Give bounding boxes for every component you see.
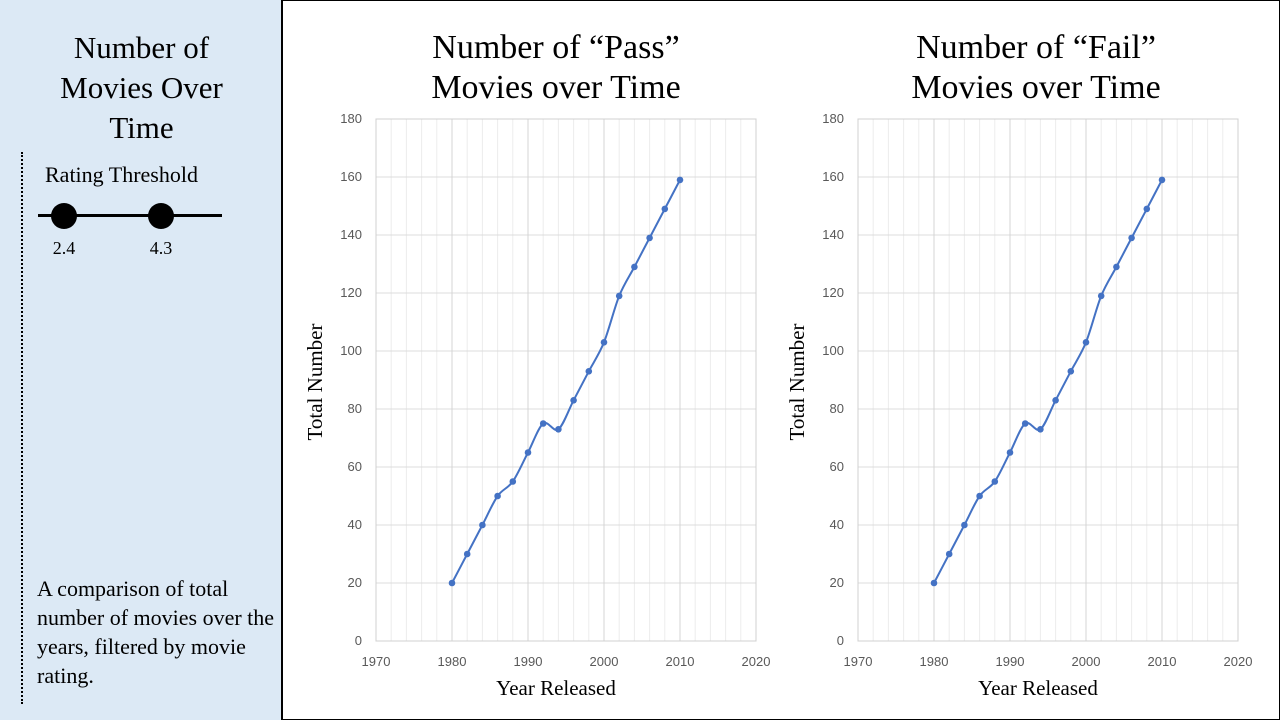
- pass-y-tick-label: 80: [348, 401, 362, 416]
- rating-slider-low-handle[interactable]: [51, 203, 77, 229]
- sidebar-title: Number of Movies Over Time: [60, 30, 223, 145]
- pass-y-tick-label: 160: [340, 169, 362, 184]
- fail-data-point: [1128, 234, 1135, 242]
- fail-y-tick-label: 20: [830, 575, 844, 590]
- pass-x-axis-label: Year Released: [496, 676, 616, 700]
- sidebar-description: A comparison of total number of movies o…: [37, 576, 275, 688]
- rating-slider-low-value: 2.4: [52, 238, 76, 258]
- rating-slider-high-value: 4.3: [149, 238, 173, 258]
- pass-data-point: [600, 339, 608, 346]
- pass-y-tick-label: 20: [348, 575, 362, 590]
- fail-data-point: [1143, 205, 1151, 213]
- pass-plot-area: [375, 118, 757, 642]
- fail-x-tick-label: 2010: [1148, 654, 1177, 669]
- pass-data-point: [585, 368, 593, 375]
- fail-data-point: [1037, 426, 1044, 433]
- fail-data-point: [1113, 263, 1120, 271]
- pass-y-tick-label: 120: [340, 285, 362, 300]
- sidebar: Number of Movies Over Time Rating Thresh…: [0, 0, 283, 720]
- fail-x-tick-label: 2000: [1072, 654, 1101, 669]
- fail-gridlines: [857, 118, 1239, 642]
- fail-data-point: [1158, 176, 1166, 184]
- pass-data-point: [494, 492, 501, 500]
- pass-data-point: [509, 478, 517, 485]
- pass-y-axis-label: Total Number: [303, 324, 327, 441]
- fail-y-axis-label: Total Number: [785, 324, 809, 441]
- pass-data-point: [676, 176, 684, 184]
- fail-y-tick-label: 140: [822, 227, 844, 242]
- fail-data-point: [961, 521, 968, 529]
- fail-data-point: [945, 550, 953, 558]
- rating-slider-track[interactable]: [38, 214, 222, 217]
- dotted-divider: [21, 152, 23, 704]
- fail-y-tick-label: 160: [822, 169, 844, 184]
- pass-data-point: [615, 292, 623, 300]
- fail-y-tick-label: 100: [822, 343, 844, 358]
- rating-threshold-label: Rating Threshold: [45, 162, 198, 187]
- fail-y-tick-label: 60: [830, 459, 844, 474]
- pass-series-line: [451, 179, 681, 584]
- pass-x-tick-label: 1970: [362, 654, 391, 669]
- pass-data-point: [646, 234, 653, 242]
- pass-y-tick-label: 180: [340, 111, 362, 126]
- fail-plot-area: [857, 118, 1239, 642]
- pass-data-point: [631, 263, 638, 271]
- pass-x-tick-label: 1990: [514, 654, 543, 669]
- pass-data-point: [524, 449, 532, 456]
- fail-data-point: [1006, 449, 1014, 456]
- pass-x-tick-label: 2010: [666, 654, 695, 669]
- pass-data-point: [661, 205, 669, 213]
- pass-y-tick-label: 40: [348, 517, 362, 532]
- fail-data-point: [1052, 397, 1059, 404]
- fail-x-tick-label: 1980: [920, 654, 949, 669]
- pass-x-tick-label: 2020: [742, 654, 771, 669]
- fail-y-tick-label: 0: [837, 633, 844, 648]
- fail-x-tick-label: 2020: [1224, 654, 1253, 669]
- pass-data-point: [463, 550, 471, 558]
- pass-data-point: [539, 420, 547, 427]
- pass-data-point: [448, 579, 456, 587]
- rating-slider-high-handle[interactable]: [148, 203, 174, 229]
- pass-x-tick-label: 1980: [438, 654, 467, 669]
- fail-data-point: [1082, 339, 1090, 346]
- pass-y-tick-label: 0: [355, 633, 362, 648]
- fail-movies-chart: 0 20 40 60 80 100 120 140 160 180 1970 1980 1990 2000…: [785, 111, 1253, 700]
- pass-y-tick-label: 100: [340, 343, 362, 358]
- fail-y-tick-label: 40: [830, 517, 844, 532]
- pass-data-point: [570, 397, 577, 404]
- fail-data-point: [1097, 292, 1105, 300]
- pass-chart-title: Number of “Pass” Movies over Time: [431, 29, 681, 106]
- fail-data-point: [991, 478, 999, 485]
- pass-data-point: [479, 521, 486, 529]
- fail-y-tick-label: 180: [822, 111, 844, 126]
- fail-data-point: [1067, 368, 1075, 375]
- fail-y-tick-label: 120: [822, 285, 844, 300]
- pass-x-tick-label: 2000: [590, 654, 619, 669]
- fail-data-point: [976, 492, 983, 500]
- fail-y-tick-label: 80: [830, 401, 844, 416]
- fail-data-point: [1021, 420, 1029, 427]
- pass-movies-chart: 0 20 40 60 80 100 120 140 160 180 1970 1980 1990 2000…: [303, 111, 771, 700]
- fail-x-tick-label: 1970: [844, 654, 873, 669]
- pass-gridlines: [375, 118, 757, 642]
- pass-y-tick-label: 140: [340, 227, 362, 242]
- fail-series-line: [933, 179, 1163, 584]
- fail-chart-title: Number of “Fail” Movies over Time: [911, 29, 1161, 106]
- fail-x-tick-label: 1990: [996, 654, 1025, 669]
- pass-data-point: [555, 426, 562, 433]
- fail-data-point: [930, 579, 938, 587]
- fail-x-axis-label: Year Released: [978, 676, 1098, 700]
- pass-y-tick-label: 60: [348, 459, 362, 474]
